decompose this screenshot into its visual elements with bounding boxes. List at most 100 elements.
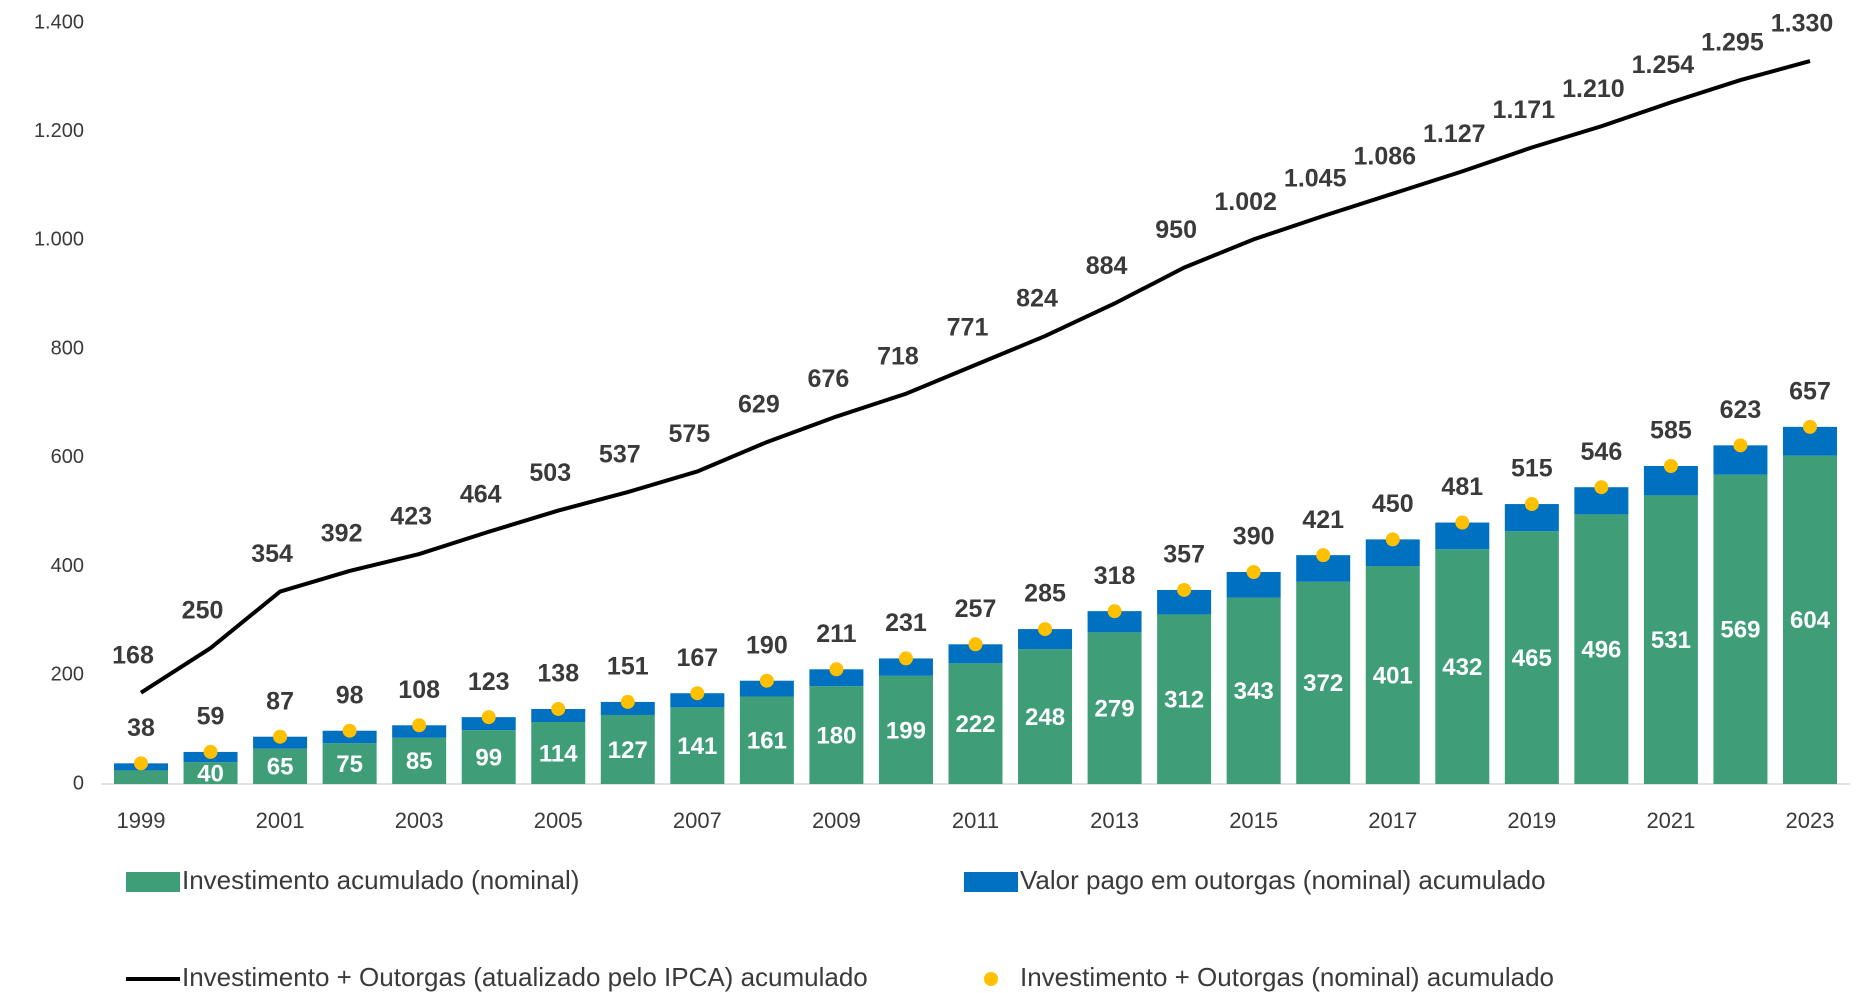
bar-label: 496 [1581, 637, 1621, 664]
total-label: 657 [1789, 377, 1831, 405]
bar-segment [114, 770, 168, 784]
line-label: 1.045 [1284, 165, 1347, 193]
dot [203, 744, 218, 759]
bar-label: 432 [1442, 654, 1482, 681]
bar-segment [739, 680, 794, 697]
total-label: 421 [1302, 506, 1344, 534]
bar-label: 141 [677, 733, 717, 760]
legend-swatch [964, 872, 1018, 892]
dot [481, 710, 496, 725]
bar-segment [1087, 632, 1142, 784]
y-tick-label: 800 [51, 337, 84, 359]
line-label: 1.295 [1701, 29, 1764, 57]
bar-segment [1504, 531, 1559, 784]
x-tick-label: 2005 [534, 808, 583, 833]
bar-segment [670, 693, 725, 708]
bar-label: 114 [539, 740, 578, 767]
line-label: 824 [1016, 285, 1058, 313]
bar-label: 531 [1651, 627, 1691, 654]
line-label: 575 [668, 420, 710, 448]
dot [1455, 515, 1470, 530]
bar-segment [1435, 549, 1490, 784]
total-label: 98 [336, 681, 364, 709]
bar-label: 372 [1303, 670, 1343, 697]
dot [273, 729, 288, 744]
bar-segment [1574, 514, 1629, 784]
dot [1246, 565, 1261, 580]
bar-label: 343 [1234, 678, 1274, 705]
bar-segment [1783, 455, 1837, 784]
x-tick-label: 2017 [1368, 808, 1417, 833]
line-label: 771 [947, 314, 989, 342]
dot [1663, 459, 1678, 474]
dot [1316, 548, 1331, 563]
x-tick-label: 2021 [1646, 808, 1695, 833]
bar-label: 279 [1095, 696, 1135, 723]
x-tick-label: 2019 [1507, 808, 1556, 833]
x-tick-label: 2023 [1786, 808, 1835, 833]
bar-segment [1296, 581, 1351, 784]
line-label: 464 [460, 480, 502, 508]
line-label: 718 [877, 342, 919, 370]
total-label: 211 [816, 620, 856, 648]
total-label: 231 [885, 609, 927, 637]
x-tick-label: 1999 [117, 808, 166, 833]
bar-label: 85 [406, 748, 433, 775]
legend-label: Investimento + Outorgas (atualizado pelo… [182, 962, 868, 992]
total-label: 515 [1511, 455, 1553, 483]
dot [1107, 604, 1122, 619]
dot [134, 756, 148, 771]
y-tick-label: 200 [51, 664, 84, 686]
bar-label: 161 [747, 728, 787, 755]
line-label: 1.002 [1214, 188, 1277, 216]
line-label: 950 [1155, 216, 1197, 244]
legend-swatch [984, 972, 998, 986]
bar-label: 312 [1164, 687, 1204, 714]
y-tick-label: 1.200 [34, 120, 84, 142]
dot [898, 651, 913, 666]
y-tick-label: 0 [73, 772, 84, 794]
total-label: 623 [1720, 396, 1762, 424]
dot [412, 718, 427, 733]
total-label: 87 [266, 687, 294, 715]
bar-segment [948, 644, 1003, 664]
legend-swatch [126, 872, 180, 892]
total-label: 123 [468, 668, 510, 696]
legend-label: Investimento + Outorgas (nominal) acumul… [1020, 962, 1554, 992]
x-tick-label: 2001 [256, 808, 305, 833]
bar-label: 40 [197, 760, 224, 787]
bar-segment [878, 658, 933, 676]
total-label: 257 [955, 595, 997, 623]
bar-label: 401 [1373, 662, 1413, 689]
bar-segment [1087, 611, 1142, 633]
x-tick-label: 2009 [812, 808, 861, 833]
y-tick-label: 1.400 [34, 11, 84, 33]
dot [1733, 438, 1748, 453]
dot [690, 686, 705, 701]
line-label: 1.210 [1562, 75, 1625, 103]
bar-segment [1018, 649, 1073, 784]
bar-label: 75 [336, 751, 363, 778]
y-tick-label: 600 [51, 446, 84, 468]
total-label: 138 [537, 660, 579, 688]
line-label: 676 [808, 365, 850, 393]
total-label: 357 [1163, 541, 1205, 569]
total-label: 108 [398, 676, 440, 704]
x-tick-label: 2011 [952, 808, 999, 833]
bar-segment [1713, 474, 1768, 784]
line-label: 1.330 [1771, 10, 1834, 38]
bar-label: 99 [475, 744, 502, 771]
x-tick-label: 2003 [395, 808, 444, 833]
total-label: 450 [1372, 490, 1414, 518]
bar-segment [600, 714, 655, 784]
total-label: 59 [197, 703, 225, 731]
bar-segment [322, 743, 377, 784]
dot [1524, 497, 1539, 512]
dot [759, 673, 774, 688]
legend-label: Investimento acumulado (nominal) [182, 865, 579, 895]
bar-label: 604 [1790, 607, 1831, 634]
line-label: 1.171 [1493, 96, 1556, 124]
bar-label: 222 [955, 711, 995, 738]
bar-segment [1643, 495, 1698, 784]
